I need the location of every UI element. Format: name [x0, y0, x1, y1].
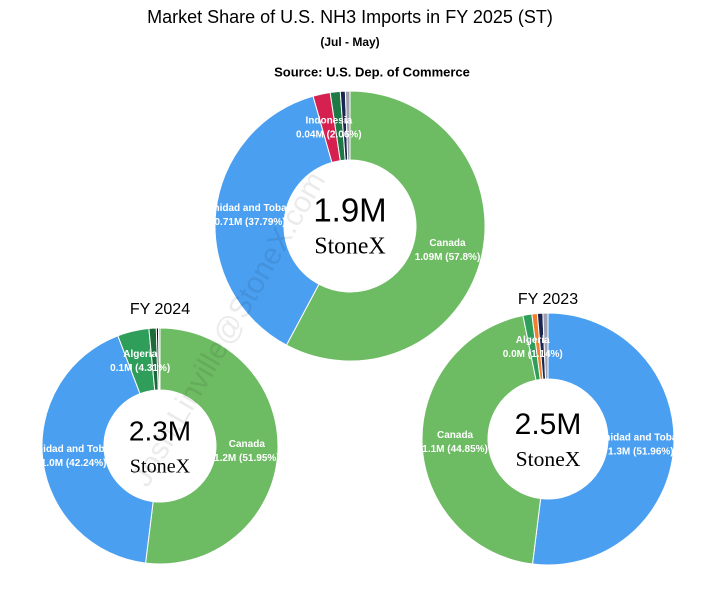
- donut: [214, 90, 486, 362]
- logo: StoneX: [516, 447, 581, 471]
- slice-labels: Canada 1.2M (51.95%) Trinidad and Tobago 1.…: [25, 349, 280, 469]
- donut-hole: [488, 379, 608, 499]
- slice-label: Trinidad and Tobago: [25, 444, 123, 455]
- slice-label: Canada: [229, 439, 266, 450]
- donut: [41, 327, 279, 565]
- slice-labels: Trinidad and Tobago 1.3M (51.96%) Canada 1.…: [422, 335, 690, 457]
- center-total: 2.3M: [129, 415, 191, 446]
- slice-label: Trinidad and Tobago: [201, 203, 299, 214]
- slice-value-label: 1.2M (51.95%): [214, 453, 280, 464]
- slice-label: Trinidad and Tobago: [592, 432, 690, 443]
- donut-hole: [104, 390, 216, 502]
- slice-value-label: 0.71M (37.79%): [214, 217, 285, 228]
- slice-value-label: 1.1M (44.85%): [422, 444, 488, 455]
- chart-title: FY 2023: [518, 291, 578, 308]
- slice-label: Indonesia: [305, 115, 352, 126]
- chart-title: FY 2024: [130, 301, 190, 318]
- center-total: 2.5M: [515, 408, 582, 441]
- logo: StoneX: [314, 233, 385, 259]
- slice-value-label: 0.04M (2.06%): [296, 129, 362, 140]
- slice-label: Canada: [437, 430, 474, 441]
- chart-title: Market Share of U.S. NH3 Imports in FY 2…: [147, 7, 553, 27]
- slice-labels: Canada 1.09M (57.8%) Trinidad and Tobago 0.…: [201, 115, 481, 263]
- chart-subtitle: (Jul - May): [320, 35, 379, 49]
- center-total: 1.9M: [313, 192, 386, 229]
- donut-hole: [284, 160, 416, 292]
- slice-value-label: 0.0M (1.14%): [503, 349, 563, 360]
- slice-label: Algeria: [123, 349, 157, 360]
- slice: [158, 327, 161, 391]
- source-note: Source: U.S. Dep. of Commerce: [274, 64, 470, 79]
- slice-value-label: 1.3M (51.96%): [608, 446, 674, 457]
- slice-label: Canada: [429, 238, 466, 249]
- donut: [421, 312, 675, 566]
- slice-label: Algeria: [516, 335, 550, 346]
- logo: StoneX: [130, 456, 191, 478]
- slice-value-label: 1.0M (42.24%): [41, 458, 107, 469]
- slice-value-label: 0.1M (4.31%): [110, 363, 170, 374]
- slice-value-label: 1.09M (57.8%): [415, 252, 481, 263]
